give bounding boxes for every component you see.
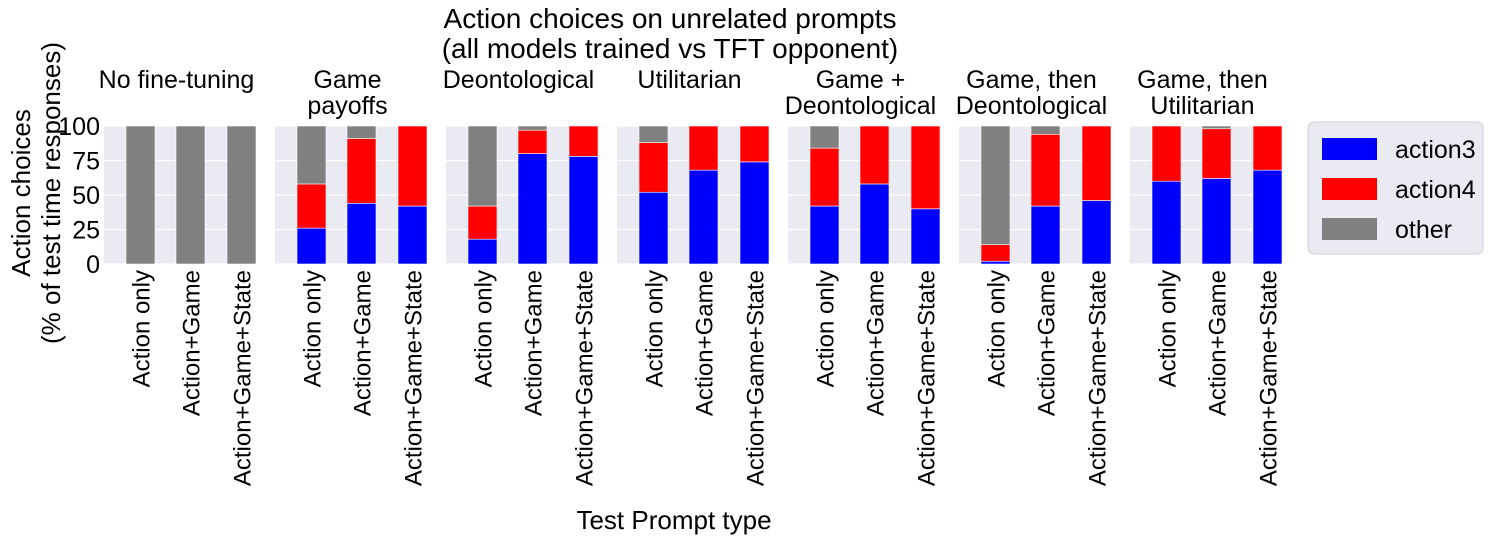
bar-action3 xyxy=(638,191,669,265)
legend: action3 action4 other xyxy=(1307,121,1484,255)
x-tick-label: Action only xyxy=(471,270,498,387)
bar-other xyxy=(346,125,377,139)
chart-title: Action choices on unrelated prompts (all … xyxy=(442,3,899,64)
x-tick-label: Action+Game xyxy=(1034,270,1061,416)
y-tick-label: 75 xyxy=(72,148,100,176)
x-axis-label: Test Prompt type xyxy=(576,505,771,535)
bar-action3 xyxy=(809,205,840,265)
x-tick-label: Action only xyxy=(813,270,840,387)
legend-swatch-action3 xyxy=(1322,138,1377,160)
bar-action4 xyxy=(688,125,719,171)
bar-other xyxy=(296,125,327,185)
x-tick-label: Action only xyxy=(1155,270,1182,387)
bar-other xyxy=(1201,125,1232,130)
bar-action4 xyxy=(296,183,327,229)
bar-action3 xyxy=(1151,180,1182,265)
y-tick-label: 100 xyxy=(58,113,100,141)
legend-swatch-other xyxy=(1322,218,1377,240)
legend-label-action4: action4 xyxy=(1395,176,1476,204)
bar-other xyxy=(226,125,257,265)
bar-action3 xyxy=(1081,200,1112,265)
bar-action4 xyxy=(1081,125,1112,201)
legend-label-action3: action3 xyxy=(1395,136,1476,164)
bar-action4 xyxy=(980,244,1011,262)
bar-action4 xyxy=(910,125,941,210)
bar-action3 xyxy=(859,183,890,265)
x-tick-label: Action only xyxy=(642,270,669,387)
bar-other xyxy=(175,125,206,265)
bar-action3 xyxy=(980,260,1011,265)
x-tick-label: Action+Game+State xyxy=(1085,270,1112,486)
x-tick-label: Action only xyxy=(129,270,156,387)
panel-7 xyxy=(1130,125,1283,265)
panel-title: Deontological xyxy=(443,66,595,94)
legend-label-other: other xyxy=(1395,216,1452,244)
bar-action3 xyxy=(517,153,548,265)
legend-swatch-action4 xyxy=(1322,178,1377,200)
bar-other xyxy=(638,125,669,143)
x-tick-label: Action+Game+State xyxy=(743,270,770,486)
y-axis-label: Action choices(% of test time responses) xyxy=(6,42,66,344)
panel-5 xyxy=(788,125,941,265)
bar-action3 xyxy=(568,156,599,265)
x-tick-label: Action+Game xyxy=(863,270,890,416)
bar-other xyxy=(1030,125,1061,135)
y-tick-label: 50 xyxy=(72,182,100,210)
x-tick-label: Action+Game+State xyxy=(914,270,941,486)
bar-other xyxy=(980,125,1011,245)
panel-3 xyxy=(446,125,599,265)
bar-action4 xyxy=(467,205,498,240)
bar-action3 xyxy=(467,238,498,265)
bar-action4 xyxy=(859,125,890,185)
x-tick-label: Action+Game+State xyxy=(230,270,257,486)
y-tick-label: 25 xyxy=(72,217,100,245)
panel-title: Game + Deontological xyxy=(785,66,937,120)
x-tick-label: Action+Game xyxy=(1205,270,1232,416)
bar-action3 xyxy=(1252,169,1283,265)
bar-action3 xyxy=(739,161,770,265)
bar-action4 xyxy=(1201,128,1232,179)
panel-1 xyxy=(104,125,257,265)
panel-title: Game payoffs xyxy=(307,66,387,120)
x-tick-label: Action+Game xyxy=(521,270,548,416)
x-tick-label: Action+Game xyxy=(179,270,206,416)
bar-action4 xyxy=(1151,125,1182,182)
x-tick-label: Action+Game xyxy=(350,270,377,416)
bar-action3 xyxy=(296,227,327,265)
x-tick-label: Action only xyxy=(300,270,327,387)
y-tick-label: 0 xyxy=(86,251,100,279)
x-tick-label: Action+Game+State xyxy=(1256,270,1283,486)
bar-action4 xyxy=(1030,133,1061,207)
bar-other xyxy=(125,125,156,265)
bar-action4 xyxy=(1252,125,1283,171)
bar-other xyxy=(809,125,840,149)
bar-action4 xyxy=(809,147,840,207)
bar-action3 xyxy=(346,202,377,265)
panel-4 xyxy=(617,125,770,265)
x-tick-label: Action+Game+State xyxy=(401,270,428,486)
bar-other xyxy=(467,125,498,207)
bar-action3 xyxy=(1201,178,1232,265)
bar-action4 xyxy=(397,125,428,207)
bar-action3 xyxy=(910,208,941,265)
bar-action3 xyxy=(397,205,428,265)
x-tick-label: Action+Game+State xyxy=(572,270,599,486)
panel-6 xyxy=(959,125,1112,265)
bar-action4 xyxy=(739,125,770,163)
x-tick-label: Action only xyxy=(984,270,1011,387)
panel-title: Game, then Utilitarian xyxy=(1137,66,1268,120)
panel-title: Game, then Deontological xyxy=(956,66,1108,120)
bar-action3 xyxy=(1030,205,1061,265)
bar-other xyxy=(517,125,548,131)
bar-action4 xyxy=(568,125,599,157)
panel-title: Utilitarian xyxy=(637,66,741,94)
bar-action4 xyxy=(346,138,377,204)
bar-action3 xyxy=(688,169,719,265)
bar-action4 xyxy=(638,142,669,193)
panel-title: No fine-tuning xyxy=(99,66,255,94)
bar-action4 xyxy=(517,129,548,154)
panel-2 xyxy=(275,125,428,265)
x-tick-label: Action+Game xyxy=(692,270,719,416)
